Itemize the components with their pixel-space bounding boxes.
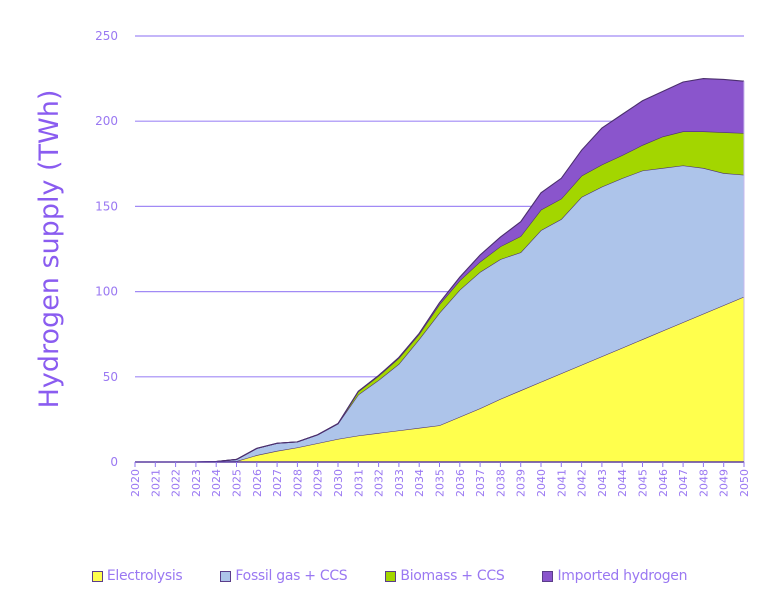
x-tick-label: 2020: [129, 469, 142, 497]
legend: Electrolysis Fossil gas + CCS Biomass + CC…: [0, 568, 779, 584]
y-tick-label: 100: [95, 285, 118, 299]
chart: 0 50 100 150 200 250 2020 2021 2022 2023 2024 2025…: [34, 29, 751, 497]
x-tick-label: 2027: [271, 469, 284, 497]
x-tick-label: 2026: [251, 469, 264, 497]
x-tick-label: 2043: [596, 469, 609, 497]
x-tick-label: 2040: [535, 469, 548, 497]
stacked-areas: [135, 78, 745, 463]
x-tick-label: 2049: [718, 469, 731, 497]
x-tick-label: 2029: [312, 469, 325, 497]
x-tick-label: 2032: [373, 469, 386, 497]
legend-swatch: [542, 570, 554, 582]
area-imported-hydrogen: [135, 78, 744, 462]
x-tick-label: 2042: [576, 469, 589, 497]
y-tick-label: 200: [95, 114, 118, 128]
x-tick-label: 2034: [413, 469, 426, 497]
x-tick-label: 2047: [677, 469, 690, 497]
area-biomass-ccs: [135, 131, 744, 462]
legend-swatch: [220, 570, 232, 582]
x-tick-label: 2035: [434, 469, 447, 497]
legend-swatch: [91, 570, 103, 582]
legend-item: Biomass + CCS: [385, 568, 505, 584]
legend-item: Imported hydrogen: [542, 568, 687, 584]
legend-item: Fossil gas + CCS: [220, 568, 348, 584]
y-axis-title: Hydrogen supply (TWh): [34, 90, 65, 409]
y-tick-label: 150: [95, 199, 118, 213]
x-tick-label: 2048: [697, 469, 710, 497]
legend-item: Electrolysis: [91, 568, 183, 584]
series-outline: [135, 78, 745, 463]
x-tick-label: 2037: [474, 469, 487, 497]
x-tick-label: 2031: [352, 469, 365, 497]
y-axis-ticks: 0 50 100 150 200 250: [95, 29, 118, 469]
legend-label: Biomass + CCS: [400, 568, 505, 584]
y-tick-label: 50: [103, 370, 118, 384]
legend-label: Fossil gas + CCS: [235, 568, 348, 584]
x-tick-label: 2046: [657, 469, 670, 497]
legend-label: Electrolysis: [106, 568, 183, 584]
x-tick-label: 2025: [231, 469, 244, 497]
x-tick-label: 2045: [637, 469, 650, 497]
x-tick-label: 2021: [149, 469, 162, 497]
x-tick-label: 2028: [291, 469, 304, 497]
x-tick-label: 2024: [210, 469, 223, 497]
x-tick-label: 2022: [170, 469, 183, 497]
x-tick-label: 2023: [190, 469, 203, 497]
x-tick-label: 2050: [738, 469, 751, 497]
x-tick-label: 2041: [555, 469, 568, 497]
y-tick-label: 250: [95, 29, 118, 43]
x-tick-label: 2038: [494, 469, 507, 497]
x-axis: 2020 2021 2022 2023 2024 2025 2026 2027 2028 2029…: [129, 461, 751, 497]
x-tick-label: 2036: [454, 469, 467, 497]
x-tick-label: 2030: [332, 469, 345, 497]
x-tick-label: 2044: [616, 469, 629, 497]
x-tick-label: 2033: [393, 469, 406, 497]
y-tick-label: 0: [110, 455, 118, 469]
legend-label: Imported hydrogen: [557, 568, 688, 584]
area-electrolysis: [135, 296, 744, 462]
x-tick-label: 2039: [515, 469, 528, 497]
legend-swatch: [385, 570, 397, 582]
